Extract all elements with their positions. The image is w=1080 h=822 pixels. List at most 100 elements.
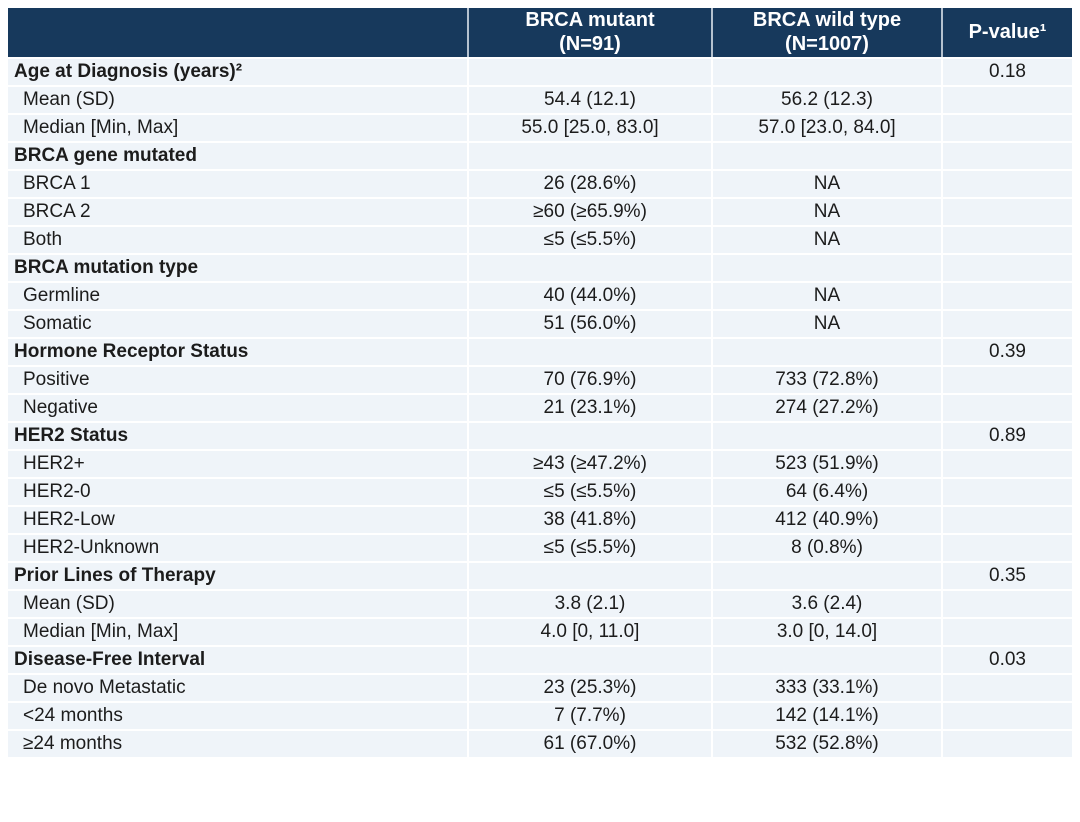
brca-wild-type-value-cell: 57.0 [23.0, 84.0] (711, 114, 942, 143)
p-value-cell (941, 450, 1072, 479)
row-label-cell: Somatic (8, 310, 468, 339)
table-row: BRCA 1 26 (28.6%) NA (8, 170, 1072, 199)
row-label-cell: ≥24 months (8, 730, 468, 759)
p-value-cell (941, 506, 1072, 535)
row-label-cell: BRCA 2 (8, 198, 468, 227)
brca-wild-type-value-cell: 64 (6.4%) (711, 478, 942, 507)
brca-wild-type-value-cell: NA (711, 226, 942, 255)
p-value-cell (941, 198, 1072, 227)
table-row: Germline 40 (44.0%) NA (8, 282, 1072, 311)
p-value-cell (941, 226, 1072, 255)
p-value-cell (941, 170, 1072, 199)
row-label-cell: Germline (8, 282, 468, 311)
row-label-cell: BRCA gene mutated (8, 142, 468, 171)
brca-wild-type-value-cell (711, 646, 942, 675)
brca-mutant-value-cell: 7 (7.7%) (467, 702, 712, 731)
p-value-cell (941, 366, 1072, 395)
section-row: Age at Diagnosis (years)² 0.18 (8, 58, 1072, 87)
brca-mutant-value-cell (467, 646, 712, 675)
section-row: BRCA mutation type (8, 254, 1072, 283)
p-value-cell (941, 310, 1072, 339)
brca-mutant-value-cell: 51 (56.0%) (467, 310, 712, 339)
brca-wild-type-value-cell: 523 (51.9%) (711, 450, 942, 479)
section-row: BRCA gene mutated (8, 142, 1072, 171)
brca-mutant-value-cell: 55.0 [25.0, 83.0] (467, 114, 712, 143)
p-value-cell: 0.89 (941, 422, 1072, 451)
table-row: Positive 70 (76.9%) 733 (72.8%) (8, 366, 1072, 395)
p-value-cell: 0.18 (941, 58, 1072, 87)
table-row: De novo Metastatic 23 (25.3%) 333 (33.1%) (8, 674, 1072, 703)
brca-mutant-value-cell: 40 (44.0%) (467, 282, 712, 311)
brca-wild-type-value-cell: 142 (14.1%) (711, 702, 942, 731)
p-value-cell (941, 254, 1072, 283)
brca-mutant-value-cell: ≤5 (≤5.5%) (467, 534, 712, 563)
row-label-cell: Disease-Free Interval (8, 646, 468, 675)
p-value-cell (941, 618, 1072, 647)
brca-wild-type-value-cell: 274 (27.2%) (711, 394, 942, 423)
page: BRCA mutant (N=91) BRCA wild type (N=100… (0, 8, 1080, 822)
brca-mutant-value-cell: 26 (28.6%) (467, 170, 712, 199)
section-row: Disease-Free Interval 0.03 (8, 646, 1072, 675)
row-label-cell: Median [Min, Max] (8, 114, 468, 143)
p-value-cell: 0.35 (941, 562, 1072, 591)
brca-mutant-value-cell: 4.0 [0, 11.0] (467, 618, 712, 647)
p-value-cell (941, 114, 1072, 143)
row-label-cell: Both (8, 226, 468, 255)
p-value-cell (941, 142, 1072, 171)
brca-mutant-value-cell: 21 (23.1%) (467, 394, 712, 423)
brca-wild-type-value-cell: 8 (0.8%) (711, 534, 942, 563)
brca-mutant-value-cell: ≤5 (≤5.5%) (467, 478, 712, 507)
brca-mutant-value-cell: ≤5 (≤5.5%) (467, 226, 712, 255)
row-label-cell: Mean (SD) (8, 590, 468, 619)
table-row: BRCA 2 ≥60 (≥65.9%) NA (8, 198, 1072, 227)
p-value-cell (941, 674, 1072, 703)
brca-wild-type-value-cell: 412 (40.9%) (711, 506, 942, 535)
row-label-cell: HER2+ (8, 450, 468, 479)
row-label-cell: HER2-Unknown (8, 534, 468, 563)
brca-wild-type-value-cell: NA (711, 310, 942, 339)
brca-mutant-value-cell (467, 142, 712, 171)
brca-wild-type-value-cell: NA (711, 282, 942, 311)
brca-mutant-value-cell: 54.4 (12.1) (467, 86, 712, 115)
brca-wild-type-value-cell (711, 562, 942, 591)
p-value-cell (941, 534, 1072, 563)
p-value-cell (941, 590, 1072, 619)
row-label-cell: Median [Min, Max] (8, 618, 468, 647)
brca-mutant-value-cell (467, 254, 712, 283)
section-row: HER2 Status 0.89 (8, 422, 1072, 451)
row-label-cell: Positive (8, 366, 468, 395)
p-value-cell (941, 282, 1072, 311)
brca-mutant-value-cell: 38 (41.8%) (467, 506, 712, 535)
row-label-cell: Hormone Receptor Status (8, 338, 468, 367)
brca-mutant-value-cell: 70 (76.9%) (467, 366, 712, 395)
p-value-cell: 0.39 (941, 338, 1072, 367)
row-label-cell: Prior Lines of Therapy (8, 562, 468, 591)
p-value-cell (941, 394, 1072, 423)
brca-wild-type-value-cell: NA (711, 170, 942, 199)
header-cell-brca-mutant: BRCA mutant (N=91) (467, 8, 712, 59)
brca-mutant-value-cell: 23 (25.3%) (467, 674, 712, 703)
row-label-cell: HER2-0 (8, 478, 468, 507)
table-row: HER2-0 ≤5 (≤5.5%) 64 (6.4%) (8, 478, 1072, 507)
brca-mutant-value-cell (467, 562, 712, 591)
header-cell-p-value: P-value¹ (941, 8, 1072, 59)
p-value-cell: 0.03 (941, 646, 1072, 675)
brca-wild-type-value-cell: NA (711, 198, 942, 227)
brca-mutant-value-cell: 61 (67.0%) (467, 730, 712, 759)
header-row: BRCA mutant (N=91) BRCA wild type (N=100… (8, 8, 1072, 59)
section-row: Prior Lines of Therapy 0.35 (8, 562, 1072, 591)
brca-wild-type-value-cell: 56.2 (12.3) (711, 86, 942, 115)
brca-wild-type-value-cell: 532 (52.8%) (711, 730, 942, 759)
brca-mutant-value-cell: ≥43 (≥47.2%) (467, 450, 712, 479)
table-row: Mean (SD) 3.8 (2.1) 3.6 (2.4) (8, 590, 1072, 619)
row-label-cell: BRCA mutation type (8, 254, 468, 283)
table-row: ≥24 months 61 (67.0%) 532 (52.8%) (8, 730, 1072, 759)
table-row: Mean (SD) 54.4 (12.1) 56.2 (12.3) (8, 86, 1072, 115)
header-cell-empty (8, 8, 468, 59)
brca-wild-type-value-cell: 733 (72.8%) (711, 366, 942, 395)
brca-mutant-value-cell: 3.8 (2.1) (467, 590, 712, 619)
brca-mutant-value-cell (467, 338, 712, 367)
baseline-characteristics-table: BRCA mutant (N=91) BRCA wild type (N=100… (8, 8, 1072, 759)
p-value-cell (941, 86, 1072, 115)
row-label-cell: BRCA 1 (8, 170, 468, 199)
